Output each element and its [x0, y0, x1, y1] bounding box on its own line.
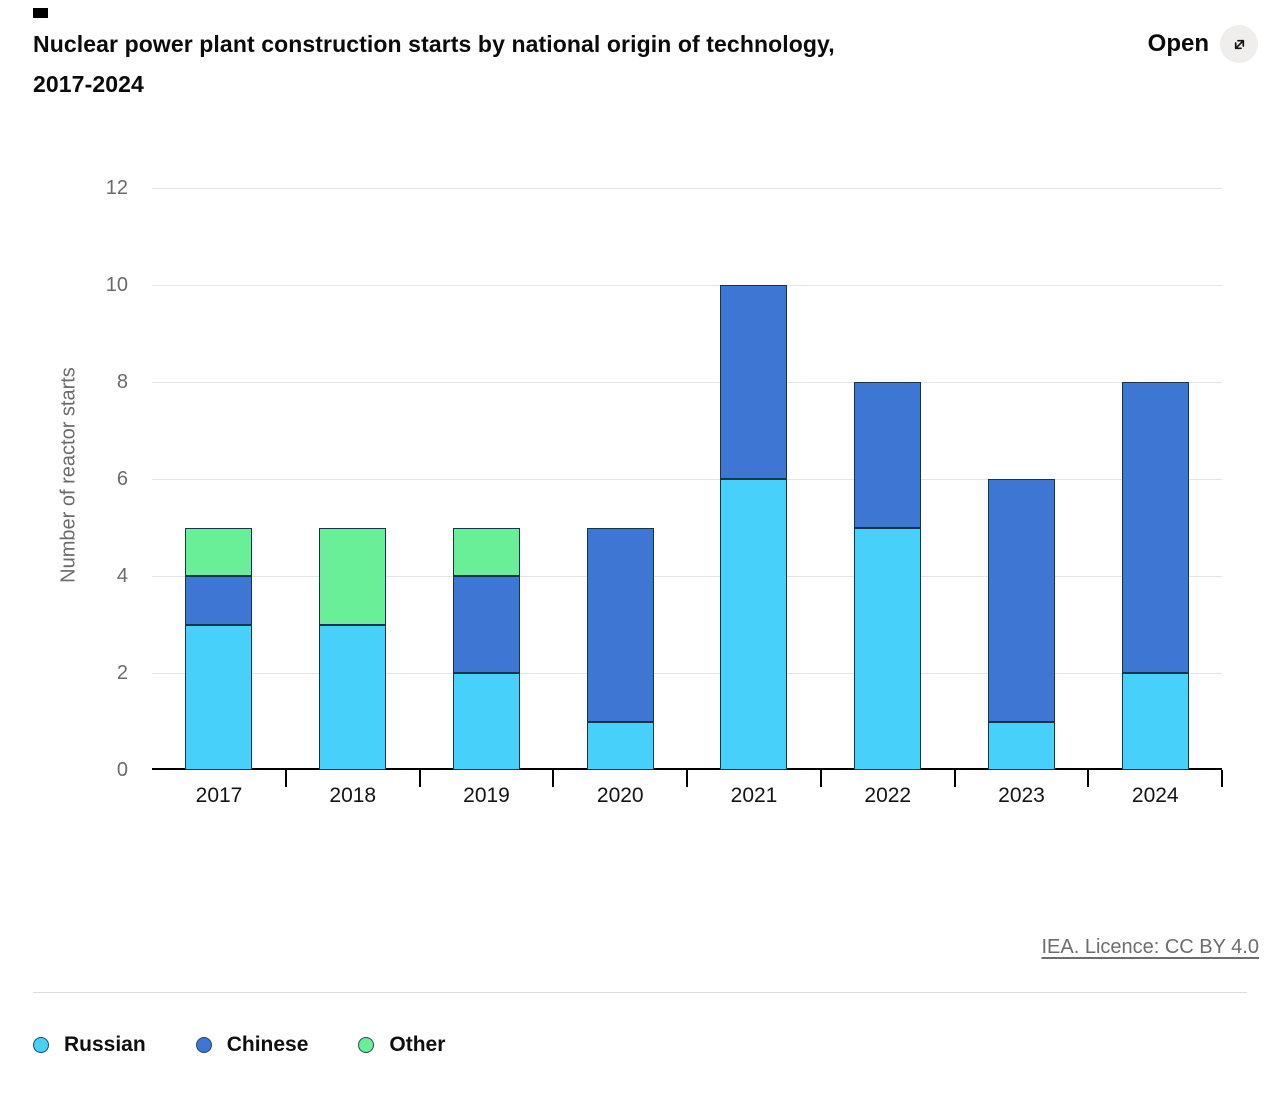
chart-title-line1: Nuclear power plant construction starts … — [33, 31, 835, 57]
legend-swatch-russian — [33, 1037, 49, 1053]
attribution-link[interactable]: IEA. Licence: CC BY 4.0 — [1041, 936, 1259, 958]
bar-segment-2017-other[interactable] — [185, 527, 253, 576]
bar-segment-2023-russian[interactable] — [987, 721, 1055, 770]
bar-segment-2017-russian[interactable] — [185, 624, 253, 770]
y-tick-label: 12 — [105, 177, 128, 199]
bar-segment-2024-chinese[interactable] — [1121, 382, 1189, 673]
legend-item-other[interactable]: Other — [358, 1033, 445, 1057]
x-axis-label-2022: 2022 — [864, 784, 912, 807]
y-tick-label: 10 — [105, 274, 128, 296]
bar-segment-2018-other[interactable] — [319, 527, 387, 625]
bar-segment-2018-russian[interactable] — [319, 624, 387, 770]
gridline-y-2 — [152, 673, 1222, 674]
y-tick-label: 8 — [116, 371, 128, 393]
x-axis-tick — [953, 770, 956, 787]
x-axis-label-2020: 2020 — [596, 784, 644, 807]
plot-area — [152, 188, 1222, 770]
y-tick-label: 0 — [116, 759, 128, 781]
bar-segment-2020-chinese[interactable] — [586, 527, 654, 722]
bar-segment-2023-chinese[interactable] — [987, 479, 1055, 722]
gridline-y-10 — [152, 285, 1222, 286]
x-axis-tick — [686, 770, 688, 787]
chart-title: Nuclear power plant construction starts … — [33, 24, 835, 104]
bar-segment-2024-russian[interactable] — [1121, 673, 1189, 770]
expand-diagonal-icon[interactable] — [1220, 25, 1258, 63]
chart-title-line2: 2017-2024 — [33, 71, 144, 97]
legend-swatch-chinese — [195, 1037, 212, 1053]
y-tick-label: 6 — [116, 468, 128, 490]
open-chart-button[interactable]: Open — [1148, 25, 1258, 63]
bar-segment-2019-russian[interactable] — [452, 673, 520, 770]
gridline-y-4 — [152, 576, 1222, 577]
bar-segment-2021-russian[interactable] — [720, 479, 788, 770]
y-tick-label: 2 — [116, 662, 128, 684]
x-axis-tick — [1087, 770, 1090, 787]
x-axis-tick — [284, 770, 287, 787]
gridline-y-8 — [152, 382, 1222, 383]
legend-item-chinese[interactable]: Chinese — [195, 1033, 309, 1057]
x-axis-tick — [819, 770, 822, 787]
bar-segment-2022-chinese[interactable] — [854, 382, 922, 528]
x-axis-label-2019: 2019 — [463, 784, 510, 807]
legend-label: Russian — [64, 1033, 146, 1056]
chart-legend: Russian Chinese Other — [33, 1033, 445, 1057]
bar-segment-2019-other[interactable] — [452, 527, 520, 576]
bar-segment-2020-russian[interactable] — [586, 721, 654, 770]
bar-segment-2019-chinese[interactable] — [452, 576, 520, 673]
x-axis-label-2017: 2017 — [195, 784, 243, 807]
x-axis-label-2024: 2024 — [1131, 784, 1179, 807]
divider — [33, 992, 1247, 993]
legend-swatch-other — [358, 1037, 375, 1053]
brand-mark — [33, 8, 48, 18]
legend-label: Chinese — [226, 1033, 309, 1056]
bar-segment-2021-chinese[interactable] — [720, 285, 788, 479]
gridline-y-12 — [152, 188, 1222, 189]
legend-label: Other — [389, 1033, 446, 1056]
x-axis-label-2023: 2023 — [998, 784, 1045, 807]
y-tick-label: 4 — [116, 565, 128, 587]
bar-segment-2017-chinese[interactable] — [185, 576, 253, 625]
legend-item-russian[interactable]: Russian — [33, 1033, 146, 1057]
bar-segment-2022-russian[interactable] — [854, 527, 922, 770]
x-axis-tick — [418, 770, 421, 787]
x-axis-label-2021: 2021 — [730, 784, 778, 807]
gridline-y-6 — [152, 479, 1222, 480]
x-axis-tick — [552, 770, 555, 787]
open-button-label: Open — [1147, 30, 1209, 57]
x-axis-label-2018: 2018 — [329, 784, 377, 807]
x-axis-tick — [1221, 770, 1223, 787]
